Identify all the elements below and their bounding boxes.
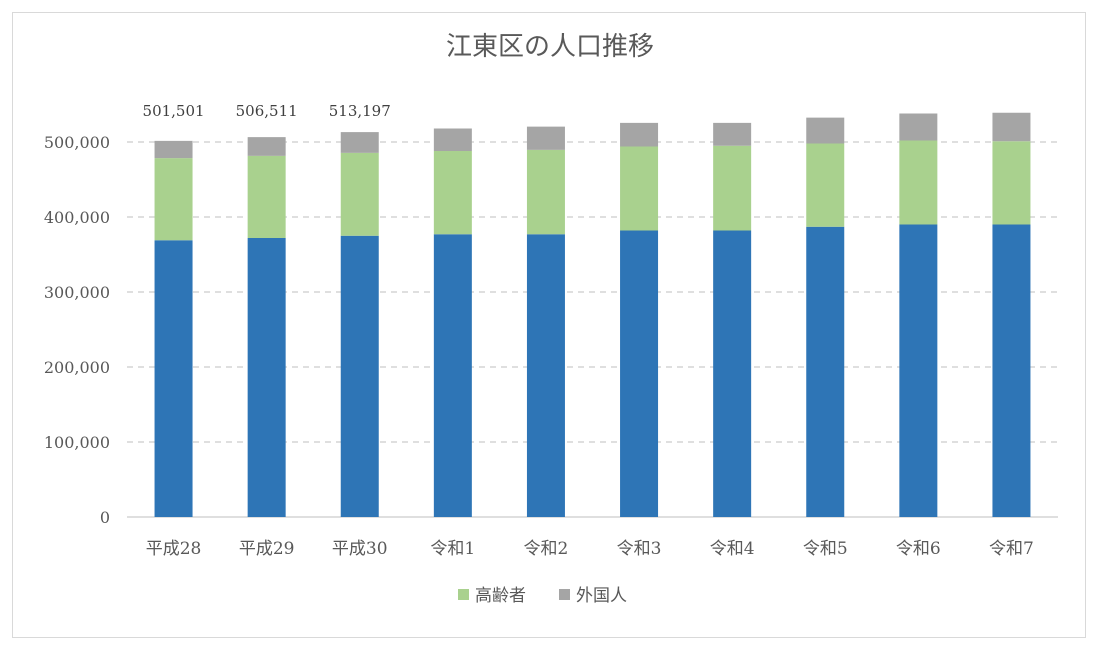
bar-segment [620, 122, 659, 147]
bar-segment [899, 224, 938, 517]
bar-segment [154, 158, 193, 241]
x-tick-label: 平成30 [332, 539, 388, 559]
y-tick-label: 100,000 [44, 433, 110, 452]
bar-segment [526, 234, 565, 517]
bar-segment [713, 230, 752, 517]
x-tick-label: 令和4 [710, 539, 755, 559]
bar-segment [433, 128, 472, 151]
y-tick-label: 400,000 [44, 208, 110, 227]
bars [154, 112, 1031, 517]
y-tick-label: 0 [100, 508, 110, 527]
bar-segment [620, 230, 659, 517]
x-tick-label: 令和5 [803, 539, 848, 559]
x-tick-label: 平成28 [146, 539, 202, 559]
bar-segment [247, 137, 286, 156]
bar-segment [899, 140, 938, 225]
bar-segment [713, 145, 752, 231]
chart-title: 江東区の人口推移 [446, 32, 654, 62]
x-axis: 平成28 平成29 平成30 令和1 令和2 令和3 令和4 令和5 令和6 令和7 [146, 539, 1034, 559]
x-tick-label: 令和2 [524, 539, 569, 559]
bar-segment [247, 238, 286, 517]
bar-segment [899, 113, 938, 141]
data-label: 501,501 [143, 102, 205, 120]
legend-label: 高齢者 [475, 586, 526, 606]
x-tick-label: 平成29 [239, 539, 295, 559]
bar-segment [526, 126, 565, 150]
legend: 高齢者 外国人 [458, 586, 627, 606]
bar-segment [806, 143, 845, 227]
data-labels: 501,501 506,511 513,197 [143, 102, 391, 120]
y-tick-label: 300,000 [44, 283, 110, 302]
y-tick-label: 500,000 [44, 133, 110, 152]
bar-segment [433, 151, 472, 235]
bar-segment [620, 146, 659, 231]
bar-segment [992, 141, 1031, 225]
legend-swatch [458, 589, 469, 600]
data-label: 513,197 [329, 102, 391, 120]
y-tick-label: 200,000 [44, 358, 110, 377]
bar-segment [992, 112, 1031, 142]
bar-segment [154, 240, 193, 517]
bar-segment [992, 224, 1031, 517]
bar-segment [340, 152, 379, 236]
x-tick-label: 令和1 [430, 539, 475, 559]
bar-segment [154, 140, 193, 159]
bar-segment [526, 149, 565, 235]
bar-segment [247, 155, 286, 238]
legend-label: 外国人 [576, 586, 627, 606]
bar-segment [340, 132, 379, 153]
x-tick-label: 令和6 [896, 539, 941, 559]
bar-segment [806, 117, 845, 144]
bar-segment [433, 234, 472, 517]
data-label: 506,511 [236, 102, 298, 120]
y-axis: 0 100,000 200,000 300,000 400,000 500,000 [44, 133, 110, 527]
x-tick-label: 令和3 [617, 539, 662, 559]
x-tick-label: 令和7 [989, 539, 1034, 559]
bar-segment [713, 122, 752, 146]
bar-segment [340, 235, 379, 517]
legend-swatch [559, 589, 570, 600]
bar-segment [806, 226, 845, 517]
